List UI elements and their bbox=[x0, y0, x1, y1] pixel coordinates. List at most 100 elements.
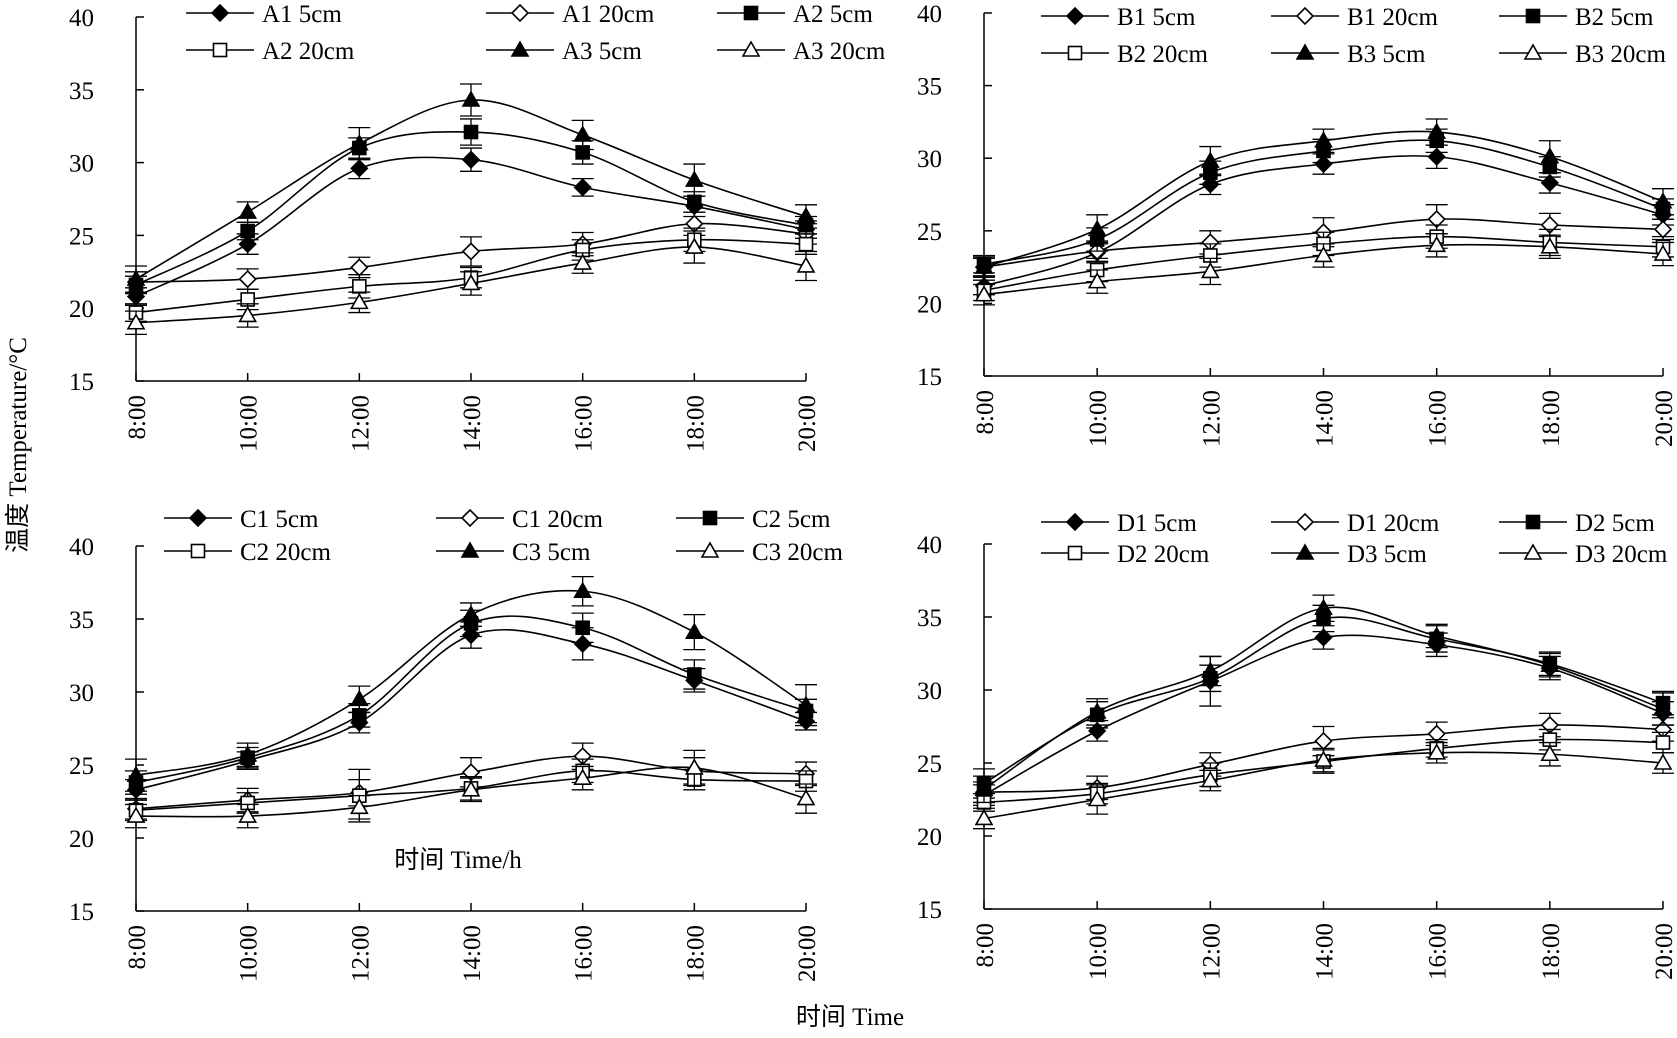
panel-c-data-point bbox=[126, 765, 146, 783]
panel-d-legend-label: D2 20cm bbox=[1117, 541, 1210, 568]
panel-b-data-point bbox=[1653, 220, 1673, 239]
panel-b-data-point bbox=[1200, 261, 1220, 279]
panel-c-data-point bbox=[687, 667, 702, 682]
panel-d-ytick-label: 40 bbox=[917, 532, 942, 559]
panel-c-xtick-label: 8:00 bbox=[124, 925, 151, 969]
panel-b-data-point bbox=[1540, 173, 1559, 193]
panel-b-data-point bbox=[1427, 235, 1447, 253]
panel-c-xtick-label: 10:00 bbox=[236, 925, 263, 982]
panel-d: 15 20 25 30 35 40 8:00 10:00 12:00 14:00 16:00 18:0… bbox=[917, 510, 1677, 980]
panel-d-xtick-label: 12:00 bbox=[1198, 923, 1225, 980]
chart-panels: 15 20 25 30 35 40 8:00 10:00 12:00 14:00 16:00 18:0… bbox=[69, 1, 1677, 982]
panel-b-xtick-label: 18:00 bbox=[1538, 390, 1565, 447]
panel-b-ytick-label: 35 bbox=[917, 74, 942, 101]
panel-c-ytick-label: 20 bbox=[69, 826, 94, 853]
panel-b-data-point bbox=[1427, 122, 1447, 139]
panel-a-data-point bbox=[461, 90, 481, 107]
panel-d-xtick-label: 20:00 bbox=[1651, 923, 1677, 980]
panel-c-legend-label: C3 20cm bbox=[752, 539, 844, 566]
panel-c-legend-entry: C1 20cm bbox=[436, 506, 604, 533]
panel-c-legend-label: C1 20cm bbox=[512, 506, 604, 533]
x-axis-title: 时间 Time bbox=[796, 1003, 904, 1031]
panel-b-legend-label: B1 20cm bbox=[1347, 4, 1439, 31]
panel-d-xtick-label: 10:00 bbox=[1085, 923, 1112, 980]
panel-d-data-point bbox=[1427, 743, 1447, 760]
panel-d-data-point bbox=[1655, 735, 1671, 750]
panel-b-data-point bbox=[974, 257, 994, 274]
panel-b-data-point bbox=[1314, 131, 1333, 148]
panel-c-ytick-label: 25 bbox=[69, 753, 94, 780]
panel-c-legend-label: C2 5cm bbox=[752, 506, 831, 533]
panel-a-data-point bbox=[350, 159, 369, 178]
panel-b-ytick-label: 30 bbox=[917, 146, 942, 173]
panel-c-series-6 bbox=[125, 749, 817, 829]
panel-c-legend-label: C3 5cm bbox=[512, 539, 591, 566]
panel-b-data-point bbox=[1314, 154, 1333, 174]
panel-a-legend-entry: A1 5cm bbox=[186, 1, 342, 28]
panel-d-series-1 bbox=[973, 625, 1674, 806]
panel-d-legend-label: D1 20cm bbox=[1347, 510, 1440, 537]
panel-d-legend-entry: D2 20cm bbox=[1041, 541, 1210, 568]
panel-a-ytick-label: 40 bbox=[69, 5, 94, 32]
panel-b-data-point bbox=[1540, 147, 1560, 164]
panel-c-data-point bbox=[349, 689, 369, 707]
panel-b-legend-entry: B3 20cm bbox=[1499, 41, 1667, 68]
panel-a-xtick-label: 10:00 bbox=[236, 395, 263, 452]
panel-a-data-point bbox=[684, 237, 704, 254]
panel-a-data-point bbox=[796, 206, 816, 224]
panel-c-data-point bbox=[573, 581, 593, 599]
panel-c-data-point bbox=[573, 634, 592, 653]
panel-b-data-point bbox=[1653, 244, 1673, 261]
panel-a-data-point bbox=[798, 236, 814, 252]
panel-b-ytick-label: 40 bbox=[917, 1, 942, 28]
panel-a-legend-entry: A3 5cm bbox=[486, 38, 642, 65]
panel-b-data-point bbox=[1653, 192, 1673, 209]
panel-a-legend-label: A2 5cm bbox=[793, 1, 873, 28]
panel-d-data-point bbox=[974, 808, 994, 826]
panel-d-data-point bbox=[974, 779, 994, 797]
panel-c-xtick-label: 12:00 bbox=[347, 925, 374, 982]
panel-a-data-point bbox=[349, 292, 369, 310]
panel-c-xtick-label: 20:00 bbox=[794, 925, 821, 982]
panel-d-data-point bbox=[1314, 731, 1333, 751]
panel-b-legend-entry: B1 5cm bbox=[1041, 4, 1196, 31]
panel-d-xtick-label: 8:00 bbox=[972, 923, 999, 967]
panel-a-data-point bbox=[238, 269, 257, 289]
panel-c-ytick-label: 40 bbox=[69, 534, 94, 561]
panel-c-data-point bbox=[684, 622, 704, 639]
panel-a-data-point bbox=[238, 202, 258, 219]
panel-c-data-point bbox=[575, 620, 590, 636]
panel-c-legend-label: C1 5cm bbox=[240, 506, 319, 533]
panel-c-xtick-label: 16:00 bbox=[571, 925, 598, 982]
panel-b-xtick-label: 20:00 bbox=[1651, 390, 1677, 447]
panel-b-legend-label: B2 5cm bbox=[1575, 4, 1654, 31]
panel-c-xtick-label: 18:00 bbox=[682, 925, 709, 982]
panel-c-ytick-label: 30 bbox=[69, 680, 94, 707]
panel-b-legend-label: B3 20cm bbox=[1575, 41, 1667, 68]
panel-a-legend-entry: A3 20cm bbox=[717, 38, 886, 65]
panel-b-data-point bbox=[1200, 151, 1220, 168]
panel-a-ytick-label: 15 bbox=[69, 369, 94, 396]
panel-b-data-point bbox=[974, 285, 994, 302]
panel-b-xtick-label: 16:00 bbox=[1425, 390, 1452, 447]
panel-d-data-point bbox=[1314, 628, 1333, 647]
panel-d-legend-label: D3 20cm bbox=[1575, 541, 1668, 568]
panel-c-data-point bbox=[238, 806, 258, 823]
panel-d-ytick-label: 25 bbox=[917, 751, 942, 778]
panel-a-xtick-label: 8:00 bbox=[124, 395, 151, 439]
panel-c-data-point bbox=[461, 605, 481, 622]
panel-a-legend-label: A3 20cm bbox=[793, 38, 886, 65]
panel-a-data-point bbox=[126, 313, 146, 330]
panel-a-ytick-label: 25 bbox=[69, 223, 94, 250]
panel-c-ytick-label: 35 bbox=[69, 607, 94, 634]
panel-b-legend-entry: B1 20cm bbox=[1271, 4, 1439, 31]
panel-a-data-point bbox=[461, 242, 481, 261]
panel-c-legend-entry: C1 5cm bbox=[164, 506, 319, 533]
panel-c-data-point bbox=[238, 745, 258, 762]
panel-b-ytick-label: 15 bbox=[917, 364, 942, 391]
panel-a-legend-label: A3 5cm bbox=[562, 38, 642, 65]
panel-a-xtick-label: 14:00 bbox=[459, 395, 486, 452]
panel-c-legend-label: C2 20cm bbox=[240, 539, 332, 566]
panel-c-data-point bbox=[126, 806, 146, 823]
panel-b-xtick-label: 14:00 bbox=[1312, 390, 1339, 447]
